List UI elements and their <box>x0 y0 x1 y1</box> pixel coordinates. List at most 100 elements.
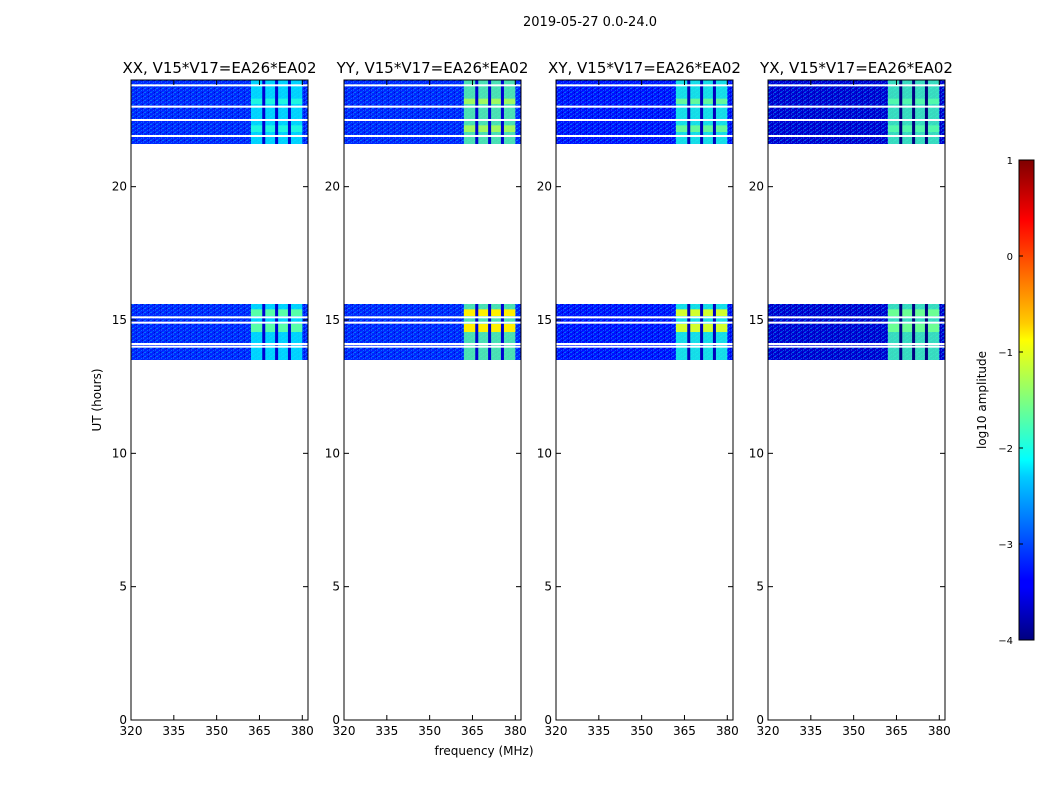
y-tick-label: 0 <box>332 713 340 727</box>
flagged-row <box>131 316 308 319</box>
subband-gap <box>924 80 928 144</box>
x-tick-label: 335 <box>162 724 185 738</box>
x-tick-label: 335 <box>799 724 822 738</box>
x-tick-label: 380 <box>504 724 527 738</box>
subband-gap <box>712 304 716 360</box>
figure-suptitle: 2019-05-27 0.0-24.0 <box>523 15 657 30</box>
flagged-row <box>131 119 308 121</box>
flagged-row <box>768 343 945 345</box>
subband-gap <box>488 80 492 144</box>
subband-gap <box>275 304 279 360</box>
x-tick-label: 320 <box>545 724 568 738</box>
panel-1: XX, V15*V17=EA26*EA02 320 335 350 365 380 0 5 10… <box>112 59 317 738</box>
flagged-row <box>768 345 945 348</box>
flagged-row <box>131 105 308 108</box>
axes-frame <box>343 79 522 721</box>
flagged-row <box>556 321 733 324</box>
flagged-row <box>768 135 945 137</box>
y-tick-label: 20 <box>325 180 340 194</box>
colorbar: 1 0 −1 −2 −3 −4 log10 amplitude <box>975 156 1035 647</box>
flagged-row <box>556 316 733 319</box>
flagged-row <box>556 343 733 345</box>
x-tick-label: 365 <box>885 724 908 738</box>
flagged-row <box>768 119 945 121</box>
flagged-row <box>768 105 945 108</box>
subband-gap <box>712 80 716 144</box>
y-tick-label: 10 <box>325 446 340 460</box>
panel-title: XY, V15*V17=EA26*EA02 <box>548 59 741 77</box>
flagged-row <box>344 84 521 87</box>
subband-gap <box>287 304 291 360</box>
colorbar-tick-label: −1 <box>998 348 1013 359</box>
x-tick-label: 350 <box>630 724 653 738</box>
subband-gap <box>287 80 291 144</box>
y-tick-label: 0 <box>119 713 127 727</box>
colorbar-tick-label: −3 <box>998 540 1013 551</box>
x-tick-label: 335 <box>375 724 398 738</box>
panel-title: YX, V15*V17=EA26*EA02 <box>759 59 953 77</box>
subband-gap <box>275 80 279 144</box>
flagged-row <box>344 105 521 108</box>
subband-gap <box>700 304 704 360</box>
x-tick-label: 320 <box>757 724 780 738</box>
x-tick-label: 380 <box>716 724 739 738</box>
subband-gap <box>262 80 266 144</box>
flagged-row <box>131 84 308 87</box>
flagged-row <box>344 321 521 324</box>
panel-2: YY, V15*V17=EA26*EA02 320 335 350 365 380 0 5 10… <box>325 59 529 738</box>
y-tick-label: 10 <box>749 446 764 460</box>
x-tick-label: 320 <box>333 724 356 738</box>
subband-gap <box>687 80 691 144</box>
y-axis-label: UT (hours) <box>90 368 104 431</box>
subband-gap <box>912 304 916 360</box>
flagged-row <box>556 105 733 108</box>
flagged-row <box>768 321 945 324</box>
y-tick-label: 10 <box>112 446 127 460</box>
subband-gap <box>912 80 916 144</box>
panel-title: YY, V15*V17=EA26*EA02 <box>336 59 529 77</box>
y-tick-label: 15 <box>749 313 764 327</box>
axes-frame <box>130 79 309 721</box>
y-tick-label: 15 <box>112 313 127 327</box>
x-tick-label: 350 <box>418 724 441 738</box>
flagged-row <box>556 135 733 137</box>
subband-gap <box>899 80 903 144</box>
flagged-row <box>556 345 733 348</box>
flagged-row <box>768 316 945 319</box>
x-tick-label: 320 <box>120 724 143 738</box>
flagged-row <box>344 135 521 137</box>
x-tick-label: 365 <box>461 724 484 738</box>
colorbar-tick-label: 1 <box>1007 156 1013 167</box>
flagged-row <box>131 135 308 137</box>
subband-gap <box>475 304 479 360</box>
y-tick-label: 20 <box>537 180 552 194</box>
subband-gap <box>475 80 479 144</box>
colorbar-tick-label: 0 <box>1007 252 1013 263</box>
flagged-row <box>344 316 521 319</box>
y-tick-label: 5 <box>544 580 552 594</box>
panels: XX, V15*V17=EA26*EA02 320 335 350 365 380 0 5 10… <box>112 59 953 738</box>
y-tick-label: 20 <box>749 180 764 194</box>
panel-4: YX, V15*V17=EA26*EA02 320 335 350 365 380 0 5 10… <box>749 59 953 738</box>
colorbar-tick-label: −4 <box>998 636 1013 647</box>
x-tick-label: 350 <box>842 724 865 738</box>
x-tick-label: 380 <box>291 724 314 738</box>
flagged-row <box>556 84 733 87</box>
y-tick-label: 0 <box>544 713 552 727</box>
y-tick-label: 10 <box>537 446 552 460</box>
axes-frame <box>555 79 734 721</box>
panel-title: XX, V15*V17=EA26*EA02 <box>122 59 316 77</box>
subband-gap <box>700 80 704 144</box>
colorbar-gradient <box>1018 159 1035 641</box>
subband-gap <box>924 304 928 360</box>
colorbar-tick-label: −2 <box>998 444 1013 455</box>
flagged-row <box>131 345 308 348</box>
flagged-row <box>131 321 308 324</box>
subband-gap <box>262 304 266 360</box>
y-tick-label: 15 <box>537 313 552 327</box>
y-tick-label: 5 <box>119 580 127 594</box>
x-tick-label: 365 <box>673 724 696 738</box>
flagged-row <box>344 343 521 345</box>
subband-gap <box>500 304 504 360</box>
